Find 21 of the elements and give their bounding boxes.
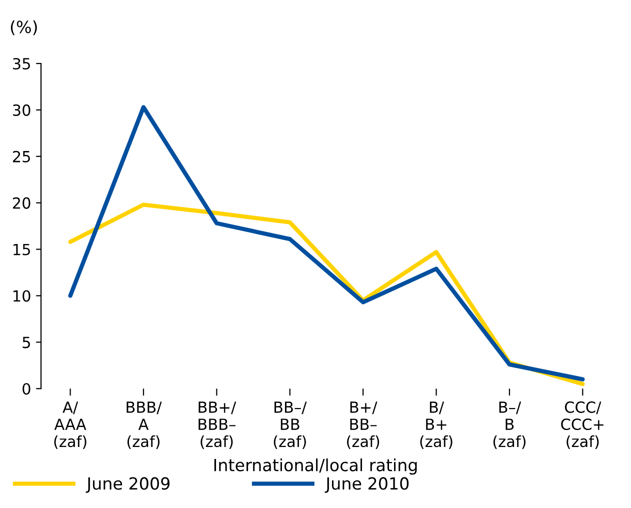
x-tick-label: BB+/ BBB– (zaf) [198,402,236,449]
y-tick-label: 0 [22,383,30,395]
x-tick-label: BBB/ A (zaf) [126,402,162,449]
legend-label: June 2010 [324,477,409,493]
y-tick-label: 25 [12,150,30,162]
legend-label: June 2009 [86,477,170,493]
x-axis-title: International/local rating [214,458,417,475]
y-tick-label: 15 [14,244,30,256]
x-tick-label: BB–/ BB (zaf) [274,402,307,449]
x-tick-label: CCC/ CCC+ (zaf) [561,401,604,449]
x-tick-label: B/ B+ (zaf) [420,402,452,449]
y-tick-label: 35 [13,58,30,70]
x-tick-label: B+/ BB– (zaf) [347,402,380,449]
y-tick-label: 5 [22,336,30,348]
line-series [68,105,585,382]
x-tick-label: A/ AAA (zaf) [54,402,86,449]
y-axis-title: (%) [10,20,37,36]
y-tick-label: 10 [14,290,30,302]
y-tick-label: 30 [13,104,30,116]
x-tick-label: B–/ B (zaf) [493,402,526,449]
y-tick-label: 20 [12,197,30,209]
